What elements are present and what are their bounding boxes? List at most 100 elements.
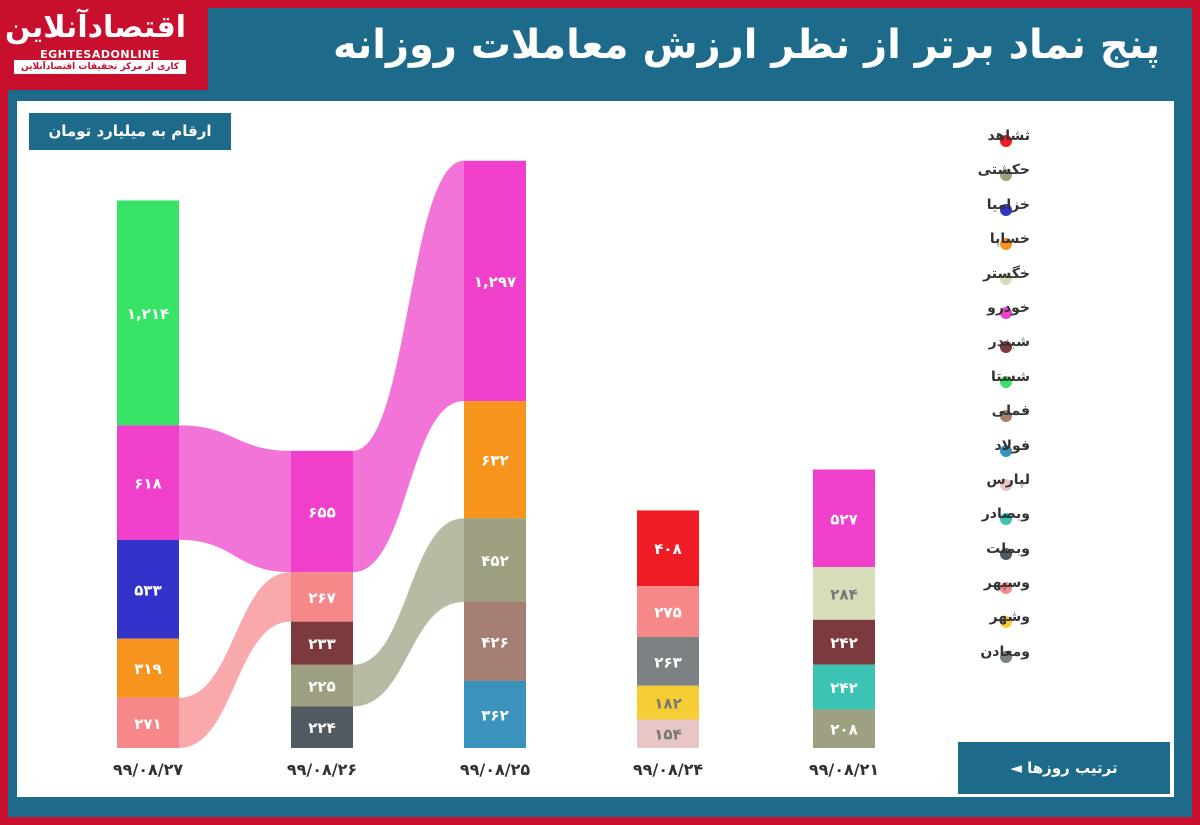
bar-stack: ۱,۲۱۴ ۶۱۸ ۵۳۳ ۳۱۹ ۲۷۱ ۹۹/۰۸/۲۷ bbox=[113, 200, 184, 779]
logo: اقتصادآنلاین EGHTESADONLINE کاری از مرکز… bbox=[0, 0, 208, 90]
legend-item: خزامیا bbox=[960, 197, 1080, 231]
legend-swatch bbox=[1000, 169, 1012, 182]
date-label: ۹۹/۰۸/۲۶ bbox=[287, 760, 357, 779]
legend-label: خزامیا bbox=[986, 196, 1030, 213]
legend-label: فملی bbox=[991, 403, 1030, 420]
legend-swatch bbox=[1000, 203, 1012, 216]
legend-label: ومعادن bbox=[980, 643, 1030, 660]
bar-segment bbox=[464, 160, 526, 402]
legend-item: وبملت bbox=[960, 541, 1080, 575]
bar-segment bbox=[637, 719, 699, 748]
bar-segment bbox=[813, 619, 875, 665]
legend-item: خودرو bbox=[960, 300, 1080, 334]
bar-segment bbox=[117, 200, 179, 426]
segment-value-label: ۵۲۷ bbox=[830, 510, 857, 528]
segment-value-label: ۲۲۴ bbox=[308, 719, 335, 737]
segment-value-label: ۶۱۸ bbox=[134, 475, 161, 493]
legend-swatch bbox=[1000, 410, 1012, 423]
legend-label: حکشتی bbox=[977, 162, 1030, 179]
bar-segment bbox=[813, 567, 875, 620]
legend-swatch bbox=[1000, 375, 1012, 388]
segment-value-label: ۲۴۲ bbox=[830, 634, 857, 652]
segment-value-label: ۵۳۳ bbox=[134, 581, 161, 599]
legend: ثشاهد حکشتی خزامیا خساپا خگستر خودرو شبندر شستا… bbox=[960, 128, 1080, 678]
segment-value-label: ۴۰۸ bbox=[654, 540, 681, 558]
segment-value-label: ۶۵۵ bbox=[308, 503, 335, 521]
bar-segment bbox=[117, 425, 179, 540]
legend-item: خگستر bbox=[960, 266, 1080, 300]
segment-value-label: ۱,۲۱۴ bbox=[127, 305, 169, 323]
segment-value-label: ۲۶۳ bbox=[654, 653, 681, 671]
segment-value-label: ۲۷۵ bbox=[654, 604, 681, 622]
legend-swatch bbox=[1000, 444, 1012, 457]
bar-stack: ۴۰۸ ۲۷۵ ۲۶۳ ۱۸۲ ۱۵۴ ۹۹/۰۸/۲۴ bbox=[633, 510, 703, 779]
flow-ribbon bbox=[353, 160, 464, 573]
legend-item: وشهر bbox=[960, 609, 1080, 643]
legend-swatch bbox=[1000, 650, 1012, 663]
segment-value-label: ۲۲۵ bbox=[308, 678, 335, 696]
legend-label: خودرو bbox=[987, 299, 1030, 316]
legend-item: فولاد bbox=[960, 438, 1080, 472]
bar-segment bbox=[813, 709, 875, 748]
bar-segment bbox=[291, 664, 353, 707]
segment-value-label: ۲۰۸ bbox=[830, 721, 857, 739]
segment-value-label: ۱,۲۹۷ bbox=[474, 273, 516, 291]
bar-segment bbox=[117, 539, 179, 639]
bar-segment bbox=[291, 621, 353, 665]
segment-value-label: ۱۵۴ bbox=[654, 726, 681, 744]
logo-name: اقتصادآنلاین bbox=[5, 10, 186, 45]
segment-value-label: ۲۸۴ bbox=[830, 585, 857, 603]
segment-value-label: ۴۵۲ bbox=[481, 552, 508, 570]
flow-ribbon bbox=[353, 518, 464, 707]
legend-item: فملی bbox=[960, 403, 1080, 437]
flow-layer bbox=[179, 160, 464, 748]
bar-stack: ۶۵۵ ۲۶۷ ۲۳۳ ۲۲۵ ۲۲۴ ۹۹/۰۸/۲۶ bbox=[287, 450, 357, 779]
flow-ribbon bbox=[179, 425, 291, 573]
legend-label: فولاد bbox=[994, 437, 1030, 454]
bar-segment bbox=[291, 706, 353, 748]
segment-value-label: ۴۲۶ bbox=[481, 633, 508, 651]
bar-segment bbox=[291, 450, 353, 573]
legend-label: لپارس bbox=[986, 471, 1030, 488]
legend-swatch bbox=[1000, 135, 1012, 147]
flow-ribbon bbox=[179, 572, 291, 748]
legend-item: لپارس bbox=[960, 472, 1080, 506]
bar-segment bbox=[464, 680, 526, 748]
bar-stack: ۵۲۷ ۲۸۴ ۲۴۲ ۲۴۲ ۲۰۸ ۹۹/۰۸/۲۱ bbox=[809, 469, 879, 779]
legend-item: خساپا bbox=[960, 231, 1080, 265]
segment-value-label: ۶۳۲ bbox=[481, 452, 508, 470]
legend-item: ومعادن bbox=[960, 644, 1080, 678]
legend-swatch bbox=[1000, 513, 1012, 526]
bar-segment bbox=[291, 572, 353, 622]
segment-value-label: ۳۱۹ bbox=[134, 660, 161, 678]
legend-swatch bbox=[1000, 341, 1012, 354]
segment-value-label: ۲۳۳ bbox=[308, 635, 335, 653]
date-label: ۹۹/۰۸/۲۵ bbox=[460, 760, 531, 779]
bar-segment bbox=[813, 469, 875, 568]
bar-segment bbox=[637, 510, 699, 587]
legend-item: ثشاهد bbox=[960, 128, 1080, 162]
date-label: ۹۹/۰۸/۲۷ bbox=[113, 760, 184, 779]
legend-label: وشهر bbox=[989, 609, 1030, 626]
bar-segment bbox=[117, 697, 179, 748]
legend-item: شستا bbox=[960, 369, 1080, 403]
unit-label: ارقام به میلیارد تومان bbox=[29, 113, 231, 150]
bar-segment bbox=[117, 638, 179, 698]
legend-label: شبندر bbox=[988, 334, 1030, 351]
legend-swatch bbox=[1000, 582, 1012, 595]
legend-swatch bbox=[1000, 478, 1012, 491]
legend-swatch bbox=[1000, 547, 1012, 560]
legend-item: شبندر bbox=[960, 334, 1080, 368]
segment-value-label: ۲۷۱ bbox=[134, 715, 161, 733]
legend-label: وبملت bbox=[986, 540, 1030, 557]
segment-value-label: ۲۶۷ bbox=[308, 589, 335, 607]
segment-value-label: ۳۶۲ bbox=[481, 706, 508, 724]
page-title: پنج نماد برتر از نظر ارزش معاملات روزانه bbox=[332, 22, 1160, 68]
legend-label: وسپهر bbox=[983, 575, 1030, 592]
date-label: ۹۹/۰۸/۲۱ bbox=[809, 760, 879, 779]
legend-label: وبصادر bbox=[981, 506, 1030, 523]
legend-swatch bbox=[1000, 306, 1012, 319]
logo-tagline: کاری از مرکز تحقیقات اقتصادآنلاین bbox=[14, 60, 186, 74]
bar-segment bbox=[813, 664, 875, 710]
